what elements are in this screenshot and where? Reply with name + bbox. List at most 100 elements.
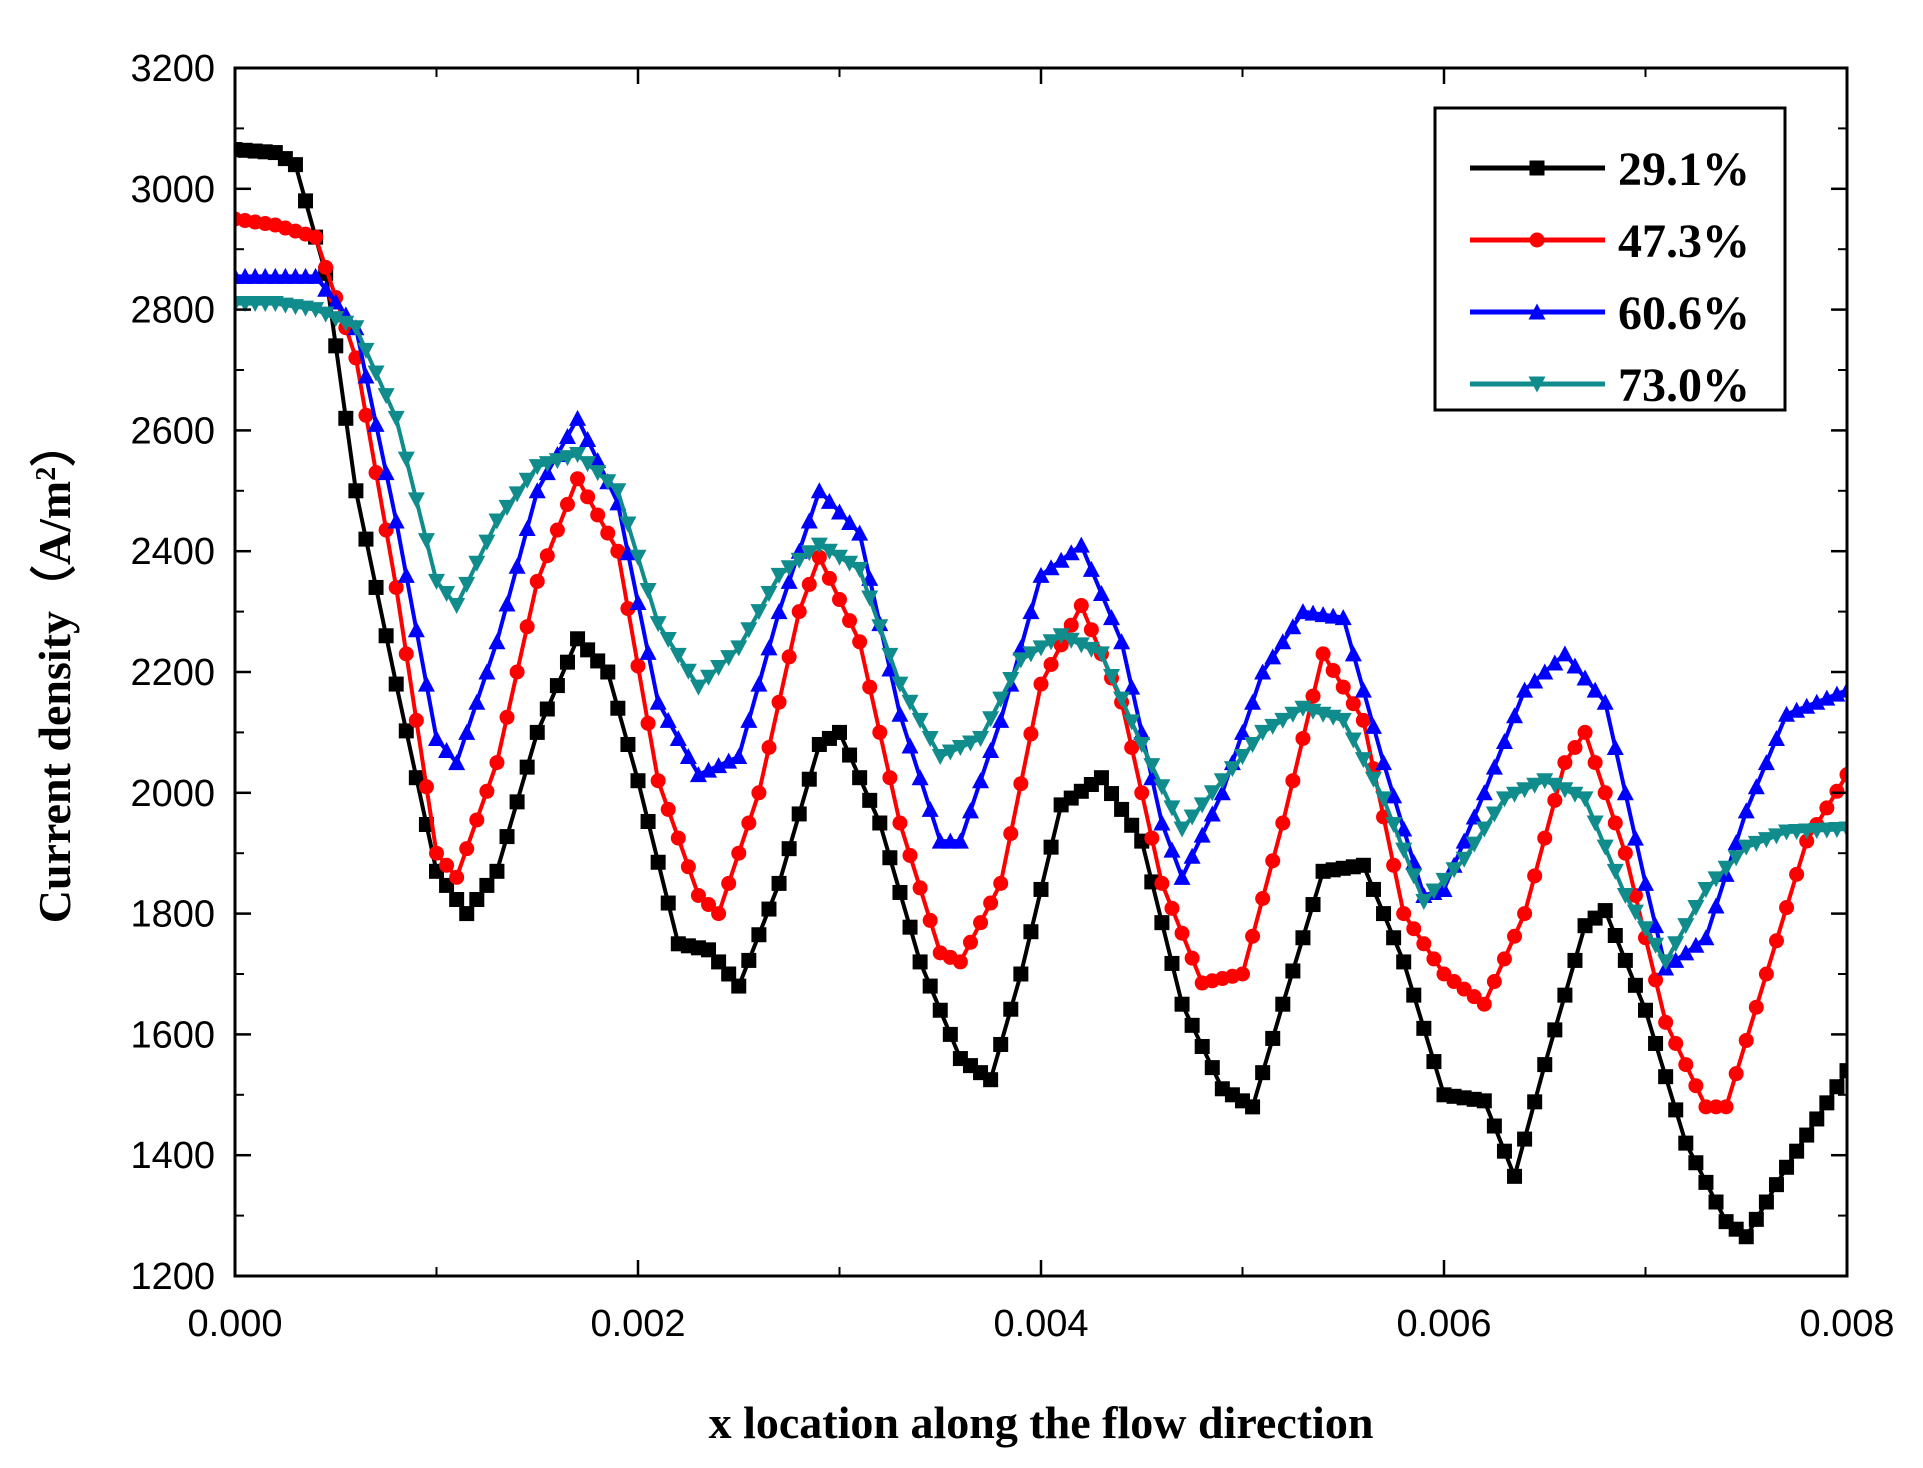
data-marker — [1275, 815, 1291, 831]
data-marker — [1486, 1118, 1502, 1134]
data-marker — [1344, 732, 1362, 749]
data-marker — [1002, 672, 1020, 689]
data-marker — [1154, 875, 1170, 891]
legend-entry: 73.0% — [1470, 359, 1750, 412]
data-marker — [377, 388, 395, 405]
y-axis-title-unit-close: ） — [29, 421, 80, 467]
data-marker — [649, 693, 667, 710]
data-marker — [1496, 951, 1512, 967]
data-marker — [1072, 637, 1090, 654]
data-marker — [1022, 646, 1040, 663]
data-marker — [1808, 693, 1826, 710]
data-marker — [1527, 1094, 1543, 1110]
data-marker — [1406, 921, 1422, 937]
data-marker — [1506, 786, 1524, 803]
data-marker — [1747, 835, 1765, 852]
data-marker — [1426, 951, 1442, 967]
data-marker — [1154, 915, 1170, 931]
data-marker — [1658, 1069, 1674, 1085]
data-marker — [1698, 1174, 1714, 1190]
data-marker — [1678, 1057, 1694, 1073]
data-marker — [1586, 815, 1604, 832]
data-marker — [1688, 1078, 1704, 1094]
data-marker — [1537, 830, 1553, 846]
data-marker — [1134, 785, 1150, 801]
data-marker — [538, 456, 556, 473]
data-marker — [973, 915, 989, 931]
series-73.0% — [235, 296, 1847, 971]
data-marker — [1809, 1111, 1825, 1127]
data-marker — [1516, 782, 1534, 799]
data-marker — [1244, 736, 1262, 753]
data-marker — [659, 711, 677, 728]
data-marker — [1265, 1030, 1281, 1046]
data-marker — [1576, 669, 1594, 686]
data-marker — [1768, 933, 1784, 949]
data-marker — [1113, 633, 1131, 650]
data-marker — [780, 560, 798, 577]
data-marker — [620, 601, 636, 617]
data-marker — [1435, 872, 1453, 889]
data-marker — [1163, 841, 1181, 858]
data-marker — [287, 157, 303, 173]
data-marker — [358, 531, 374, 547]
data-marker — [1314, 606, 1332, 623]
data-marker — [1536, 663, 1554, 680]
data-marker — [589, 452, 607, 469]
data-marker — [1757, 832, 1775, 849]
data-marker — [518, 520, 536, 537]
data-marker — [1648, 1035, 1664, 1051]
data-marker — [367, 415, 385, 432]
data-marker — [1799, 1127, 1815, 1143]
data-marker — [328, 338, 344, 354]
data-marker — [1264, 648, 1282, 665]
data-marker — [821, 570, 837, 586]
data-marker — [1213, 773, 1231, 790]
data-marker — [710, 659, 728, 676]
legend-label: 60.6% — [1618, 287, 1750, 340]
data-marker — [941, 744, 959, 761]
data-marker — [771, 875, 787, 891]
data-marker — [358, 407, 374, 423]
data-marker — [539, 548, 555, 564]
data-marker — [357, 342, 375, 359]
y-tick-label: 2000 — [130, 773, 215, 815]
data-marker — [488, 513, 506, 530]
data-marker — [1395, 842, 1413, 859]
data-marker — [751, 785, 767, 801]
data-marker — [1626, 904, 1644, 921]
data-marker — [1668, 1102, 1684, 1118]
series-29.1% — [235, 142, 1847, 1245]
data-marker — [448, 754, 466, 771]
data-marker — [1083, 622, 1099, 638]
data-marker — [1255, 891, 1271, 906]
y-axis-title: Current density（A/m2） — [29, 421, 80, 924]
data-marker — [1335, 679, 1351, 695]
data-marker — [800, 512, 818, 529]
data-marker — [1657, 954, 1675, 971]
data-marker — [388, 579, 404, 595]
data-marker — [469, 812, 485, 828]
y-axis-title-unit-sup: 2 — [31, 467, 62, 481]
data-marker — [912, 954, 928, 970]
data-marker — [508, 557, 526, 574]
data-marker — [630, 773, 646, 789]
data-marker — [1586, 681, 1604, 698]
data-marker — [1235, 966, 1250, 982]
data-marker — [548, 453, 566, 470]
data-marker — [730, 640, 748, 657]
data-marker — [1183, 847, 1201, 864]
data-marker — [832, 592, 847, 608]
data-marker — [1506, 707, 1524, 724]
data-marker — [1626, 829, 1644, 846]
series-47.3% — [235, 211, 1847, 1115]
data-marker — [689, 679, 707, 696]
data-marker — [1737, 839, 1755, 856]
data-marker — [569, 409, 587, 426]
y-tick-label: 3200 — [130, 48, 215, 90]
data-marker — [1707, 871, 1725, 888]
data-marker — [1799, 833, 1815, 849]
data-marker — [549, 678, 565, 694]
data-marker — [1245, 1099, 1261, 1115]
data-marker — [518, 472, 536, 489]
